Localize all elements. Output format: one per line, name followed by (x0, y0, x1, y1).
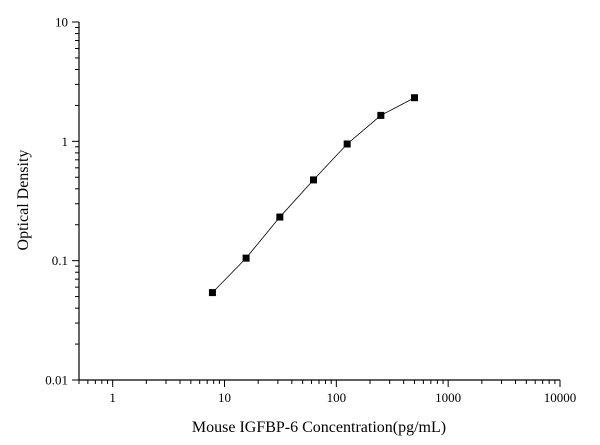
y-tick-label: 10 (55, 15, 68, 30)
x-tick-label: 1000 (435, 390, 461, 405)
data-point (377, 111, 385, 119)
curve-line (212, 97, 415, 293)
data-point (242, 254, 250, 262)
x-tick-label: 1 (109, 390, 116, 405)
x-tick-label: 100 (327, 390, 347, 405)
data-point (276, 213, 284, 221)
x-axis-title: Mouse IGFBP-6 Concentration(pg/mL) (192, 419, 446, 436)
axes (78, 22, 560, 381)
y-tick-label: 0.1 (52, 253, 68, 268)
y-tick-label: 1 (62, 134, 69, 149)
x-tick-label: 10 (218, 390, 231, 405)
data-point (310, 176, 318, 184)
data-point (343, 140, 351, 148)
y-tick-label: 0.01 (45, 373, 68, 388)
x-tick-label: 10000 (544, 390, 577, 405)
curve-layer (212, 97, 415, 293)
y-axis-ticks: 0.01 0.1 1 10 (45, 15, 79, 388)
data-points (208, 94, 419, 297)
x-axis-ticks: 1 10 100 1000 10000 (78, 380, 577, 405)
data-point (411, 94, 419, 102)
data-point (208, 289, 216, 297)
y-axis-title: Optical Density (15, 150, 32, 251)
